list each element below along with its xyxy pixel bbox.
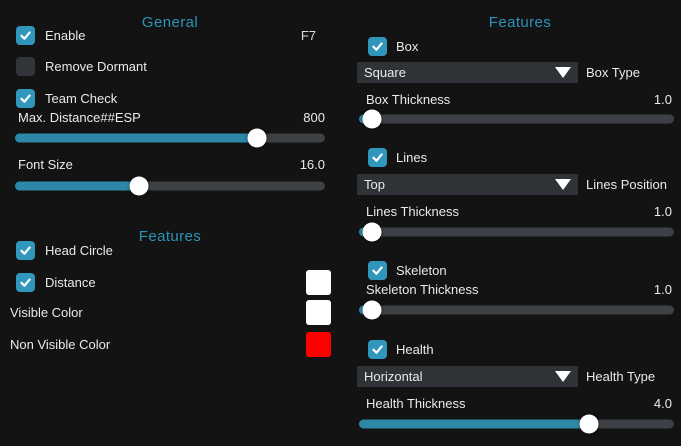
lines-position-value: Top — [364, 177, 385, 192]
lines-position-row: Top Lines Position — [357, 174, 667, 195]
font-size-value: 16.0 — [299, 157, 325, 172]
enable-label: Enable — [45, 28, 86, 43]
lines-thickness-slider[interactable] — [359, 222, 674, 242]
visible-color-swatch[interactable] — [306, 300, 331, 325]
box-row: Box — [368, 37, 668, 56]
lines-position-dropdown[interactable]: Top — [357, 174, 578, 195]
max-distance-label-row: Max. Distance##ESP 800 — [15, 110, 325, 125]
check-icon — [20, 246, 31, 255]
lines-row: Lines — [368, 148, 668, 167]
distance-checkbox[interactable] — [16, 273, 35, 292]
lines-thickness-value: 1.0 — [653, 204, 672, 219]
health-thickness-value: 4.0 — [653, 396, 672, 411]
font-size-slider[interactable] — [15, 176, 325, 196]
font-size-label-row: Font Size 16.0 — [15, 157, 325, 172]
slider-handle[interactable] — [247, 128, 267, 148]
lines-label: Lines — [396, 150, 428, 165]
health-row: Health — [368, 340, 668, 359]
remove-dormant-label: Remove Dormant — [45, 59, 147, 74]
visible-color-row: Visible Color — [10, 300, 331, 325]
slider-handle[interactable] — [129, 176, 149, 196]
distance-label: Distance — [45, 275, 96, 290]
skeleton-thickness-slider[interactable] — [359, 300, 674, 320]
skeleton-label: Skeleton — [396, 263, 447, 278]
remove-dormant-row: Remove Dormant — [16, 57, 316, 76]
box-thickness-slider[interactable] — [359, 109, 674, 129]
max-distance-slider[interactable] — [15, 128, 325, 148]
features-left-section-title: Features — [138, 228, 202, 245]
distance-row: Distance — [16, 270, 331, 295]
chevron-down-icon — [555, 67, 571, 78]
max-distance-label: Max. Distance##ESP — [18, 110, 141, 125]
lines-thickness-label-row: Lines Thickness 1.0 — [357, 204, 672, 219]
head-circle-row: Head Circle — [16, 241, 316, 260]
slider-fill — [15, 133, 257, 143]
health-label: Health — [396, 342, 434, 357]
check-icon — [20, 94, 31, 103]
max-distance-value: 800 — [303, 110, 325, 125]
slider-fill — [359, 419, 589, 429]
general-section-title: General — [141, 14, 199, 31]
skeleton-thickness-value: 1.0 — [653, 282, 672, 297]
health-type-dropdown[interactable]: Horizontal — [357, 366, 578, 387]
team-check-label: Team Check — [45, 91, 118, 106]
non-visible-color-label: Non Visible Color — [10, 337, 111, 352]
health-thickness-slider[interactable] — [359, 414, 674, 434]
box-label: Box — [396, 39, 419, 54]
box-thickness-label-row: Box Thickness 1.0 — [357, 92, 672, 107]
check-icon — [372, 345, 383, 354]
remove-dormant-checkbox[interactable] — [16, 57, 35, 76]
non-visible-color-row: Non Visible Color — [10, 332, 331, 357]
health-checkbox[interactable] — [368, 340, 387, 359]
slider-fill — [15, 181, 139, 191]
slider-track[interactable] — [15, 181, 325, 191]
health-type-value: Horizontal — [364, 369, 423, 384]
slider-handle[interactable] — [579, 414, 599, 434]
health-type-label: Health Type — [586, 369, 656, 384]
box-thickness-label: Box Thickness — [366, 92, 451, 107]
enable-checkbox[interactable] — [16, 26, 35, 45]
health-thickness-label-row: Health Thickness 4.0 — [357, 396, 672, 411]
skeleton-row: Skeleton — [368, 261, 668, 280]
check-icon — [372, 153, 383, 162]
non-visible-color-swatch[interactable] — [306, 332, 331, 357]
slider-track[interactable] — [359, 305, 674, 315]
slider-handle[interactable] — [362, 109, 382, 129]
skeleton-thickness-label: Skeleton Thickness — [366, 282, 479, 297]
slider-handle[interactable] — [362, 222, 382, 242]
distance-color-swatch[interactable] — [306, 270, 331, 295]
box-type-label: Box Type — [586, 65, 640, 80]
enable-hotkey[interactable]: F7 — [300, 28, 316, 43]
visible-color-label: Visible Color — [10, 305, 83, 320]
box-checkbox[interactable] — [368, 37, 387, 56]
box-thickness-value: 1.0 — [653, 92, 672, 107]
team-check-checkbox[interactable] — [16, 89, 35, 108]
box-type-value: Square — [364, 65, 406, 80]
health-thickness-label: Health Thickness — [366, 396, 466, 411]
enable-row: Enable F7 — [16, 26, 316, 45]
skeleton-thickness-label-row: Skeleton Thickness 1.0 — [357, 282, 672, 297]
health-type-row: Horizontal Health Type — [357, 366, 655, 387]
box-type-row: Square Box Type — [357, 62, 640, 83]
lines-position-label: Lines Position — [586, 177, 667, 192]
chevron-down-icon — [555, 179, 571, 190]
head-circle-checkbox[interactable] — [16, 241, 35, 260]
head-circle-label: Head Circle — [45, 243, 113, 258]
check-icon — [372, 42, 383, 51]
box-type-dropdown[interactable]: Square — [357, 62, 578, 83]
chevron-down-icon — [555, 371, 571, 382]
team-check-row: Team Check — [16, 89, 316, 108]
check-icon — [20, 278, 31, 287]
lines-thickness-label: Lines Thickness — [366, 204, 459, 219]
features-right-section-title: Features — [488, 14, 552, 31]
check-icon — [20, 31, 31, 40]
slider-track[interactable] — [359, 227, 674, 237]
lines-checkbox[interactable] — [368, 148, 387, 167]
check-icon — [372, 266, 383, 275]
font-size-label: Font Size — [18, 157, 73, 172]
slider-track[interactable] — [359, 114, 674, 124]
slider-handle[interactable] — [362, 300, 382, 320]
skeleton-checkbox[interactable] — [368, 261, 387, 280]
